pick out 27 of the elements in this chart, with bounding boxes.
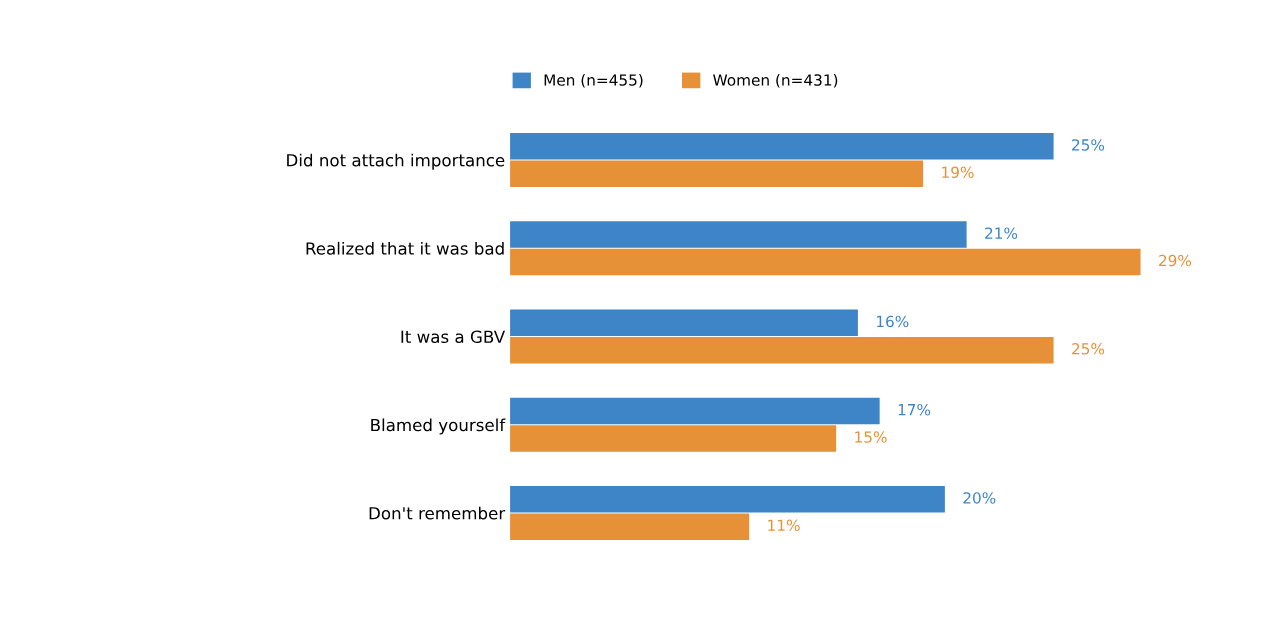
bar <box>510 221 967 248</box>
data-label: 11% <box>768 519 800 532</box>
bar <box>510 397 880 425</box>
bar <box>510 248 1141 276</box>
data-label: 16% <box>876 315 909 328</box>
y-tick-label: Blamed yourself <box>371 418 506 435</box>
bar <box>510 160 924 187</box>
data-label: 15% <box>855 431 887 443</box>
bar <box>510 486 945 513</box>
data-label: 20% <box>963 492 996 504</box>
legend-label: Men (n=455) <box>544 73 643 88</box>
bar <box>510 336 1054 364</box>
y-tick-label: Did not attach importance <box>287 153 505 170</box>
data-label: 25% <box>1072 139 1105 151</box>
data-label: 21% <box>985 227 1018 239</box>
bar <box>510 513 750 540</box>
y-tick-label: Don't remember <box>369 506 506 520</box>
bar <box>510 133 1054 160</box>
data-label: 17% <box>898 403 931 416</box>
y-tick-label: It was a GBV <box>401 330 506 344</box>
data-label: 25% <box>1072 343 1105 355</box>
bar <box>510 309 858 337</box>
data-label: 19% <box>942 166 974 179</box>
data-label: 29% <box>1159 254 1192 267</box>
legend-label: Women (n=431) <box>713 73 838 88</box>
y-tick-label: Realized that it was bad <box>306 241 504 255</box>
bar <box>510 425 837 452</box>
